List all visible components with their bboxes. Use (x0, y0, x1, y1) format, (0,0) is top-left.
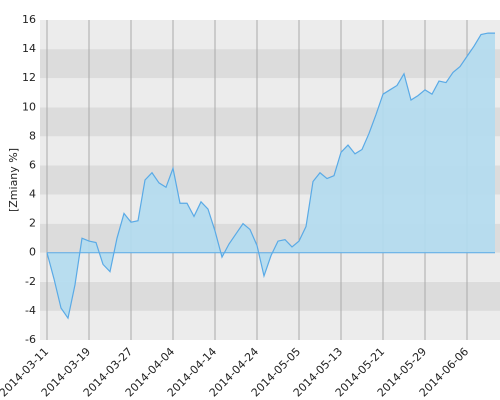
y-tick-label: 4 (29, 188, 36, 201)
grid-band (40, 310, 500, 340)
y-axis-label: [Zmiany %] (7, 148, 20, 212)
y-tick-label: -2 (25, 275, 36, 288)
grid-band (40, 49, 500, 79)
y-tick-label: 6 (29, 158, 36, 171)
y-tick-label: 0 (29, 246, 36, 259)
y-tick-label: 8 (29, 129, 36, 142)
area (47, 33, 495, 319)
y-tick-label: -6 (25, 333, 36, 346)
grid-band (40, 20, 500, 50)
y-tick-label: 2 (29, 217, 36, 230)
y-tick-label: 16 (22, 13, 36, 26)
line (46, 32, 495, 320)
y-tick-label: 14 (22, 42, 36, 55)
y-tick-label: 10 (22, 100, 36, 113)
y-tick-label: 12 (22, 71, 36, 84)
y-tick-label: -4 (25, 304, 36, 317)
grid-band (40, 281, 500, 311)
